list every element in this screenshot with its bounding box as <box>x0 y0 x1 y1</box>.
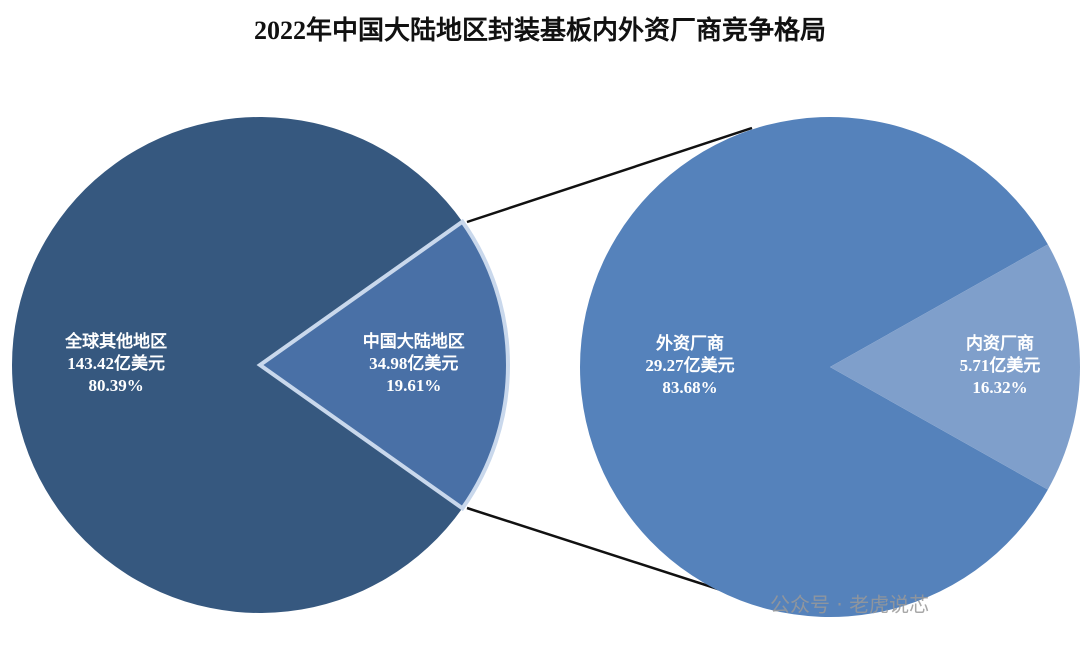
slice-label: 外资厂商 <box>656 333 724 353</box>
chart-title: 2022年中国大陆地区封装基板内外资厂商竞争格局 <box>254 15 826 45</box>
value-label: 29.27亿美元 <box>645 355 734 375</box>
share-label: 80.39% <box>89 376 144 395</box>
value-label: 5.71亿美元 <box>960 355 1041 375</box>
value-label: 143.42亿美元 <box>67 353 165 373</box>
connector-line <box>466 506 753 602</box>
pie-slice <box>580 117 1048 618</box>
share-label: 16.32% <box>972 378 1027 397</box>
pie-slice <box>256 218 510 512</box>
slice-label: 中国大陆地区 <box>363 331 465 351</box>
share-label: 19.61% <box>386 376 441 395</box>
share-label: 83.68% <box>662 378 717 397</box>
slice-label: 内资厂商 <box>966 333 1034 353</box>
pie-slice <box>11 116 463 614</box>
value-label: 34.98亿美元 <box>369 353 458 373</box>
connector-line <box>466 126 753 224</box>
pie-slice <box>830 244 1080 490</box>
slice-label: 全球其他地区 <box>64 331 167 351</box>
watermark: 公众号 · 老虎说芯 <box>770 593 929 617</box>
